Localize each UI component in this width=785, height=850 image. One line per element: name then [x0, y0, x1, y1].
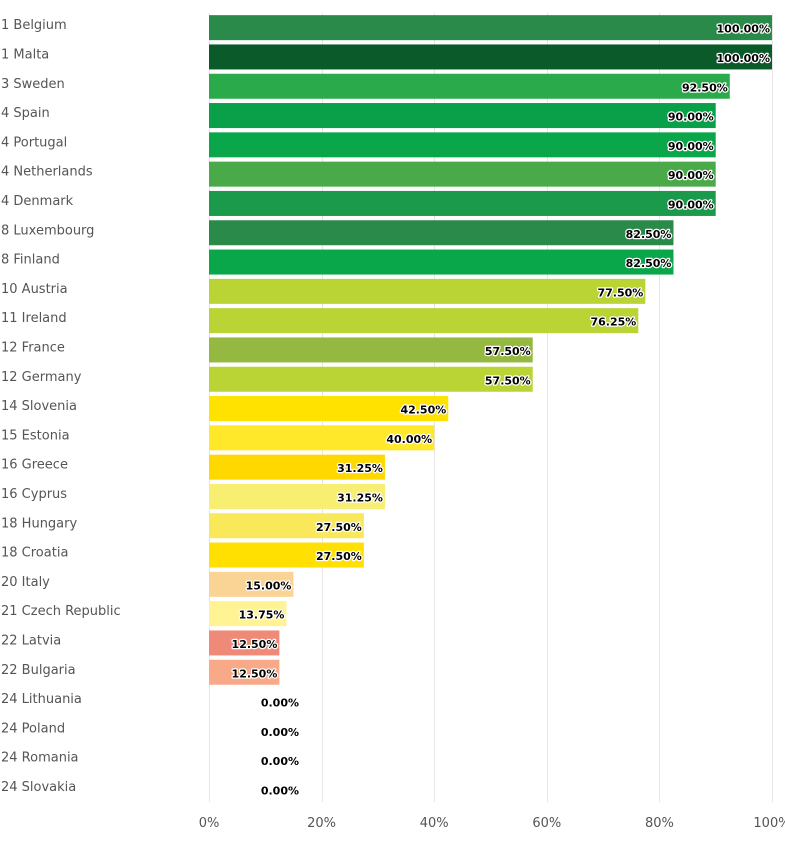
bar — [209, 366, 533, 392]
bar — [209, 425, 435, 451]
category-label: 12 France — [1, 340, 65, 355]
category-label: 4 Netherlands — [1, 165, 93, 180]
bar — [209, 308, 639, 334]
x-tick-label: 0% — [199, 816, 220, 831]
data-label: 13.75% — [239, 609, 285, 622]
x-tick-label: 100% — [753, 816, 785, 831]
data-label: 31.25% — [337, 491, 383, 504]
category-label: 12 Germany — [1, 370, 82, 385]
bar — [209, 132, 716, 158]
category-label: 20 Italy — [1, 575, 50, 590]
category-label: 8 Finland — [1, 253, 60, 268]
category-label: 18 Croatia — [1, 546, 68, 561]
category-label: 1 Belgium — [1, 18, 67, 33]
category-label: 4 Denmark — [1, 194, 74, 209]
category-labels: 1 Belgium 1 Malta 3 Sweden 4 Spain 4 Portuga… — [1, 18, 121, 795]
category-label: 4 Portugal — [1, 135, 67, 150]
data-label: 27.50% — [316, 550, 362, 563]
data-label: 27.50% — [316, 521, 362, 534]
category-label: 4 Spain — [1, 106, 50, 121]
bar — [209, 161, 716, 187]
category-label: 11 Ireland — [1, 311, 67, 326]
bar — [209, 542, 364, 568]
category-label: 21 Czech Republic — [1, 604, 121, 619]
data-label: 31.25% — [337, 462, 383, 475]
category-label: 24 Lithuania — [1, 692, 82, 707]
category-label: 24 Slovakia — [1, 780, 76, 795]
data-label: 12.50% — [232, 667, 278, 680]
bar — [209, 220, 674, 246]
bar — [209, 630, 280, 656]
data-label: 92.50% — [682, 81, 728, 94]
bar — [209, 513, 364, 539]
x-axis: 0% 20% 40% 60% 80% 100% — [199, 816, 785, 831]
data-label: 90.00% — [668, 198, 714, 211]
bar — [209, 190, 716, 216]
category-label: 14 Slovenia — [1, 399, 77, 414]
x-tick-label: 60% — [532, 816, 561, 831]
data-label: 42.50% — [400, 404, 446, 417]
bar — [209, 103, 716, 129]
bar — [209, 278, 646, 304]
bar — [209, 15, 772, 41]
data-label: 12.50% — [232, 638, 278, 651]
data-label: 76.25% — [590, 316, 636, 329]
bar — [209, 454, 385, 480]
bar — [209, 73, 730, 99]
data-label: 57.50% — [485, 374, 531, 387]
data-label: 77.50% — [597, 286, 643, 299]
bars — [209, 15, 772, 685]
data-label: 90.00% — [668, 111, 714, 124]
category-label: 16 Greece — [1, 458, 68, 473]
category-label: 3 Sweden — [1, 77, 65, 92]
category-label: 22 Latvia — [1, 633, 61, 648]
x-tick-label: 40% — [420, 816, 449, 831]
bar — [209, 601, 287, 627]
category-label: 22 Bulgaria — [1, 663, 76, 678]
data-label: 0.00% — [261, 784, 299, 797]
category-label: 24 Romania — [1, 751, 79, 766]
data-label: 90.00% — [668, 169, 714, 182]
bar — [209, 659, 280, 685]
category-label: 18 Hungary — [1, 516, 77, 531]
x-tick-label: 20% — [307, 816, 336, 831]
category-label: 10 Austria — [1, 282, 68, 297]
data-label: 0.00% — [261, 755, 299, 768]
data-label: 82.50% — [626, 257, 672, 270]
category-label: 8 Luxembourg — [1, 223, 94, 238]
data-label: 0.00% — [261, 726, 299, 739]
data-label: 40.00% — [386, 433, 432, 446]
bar — [209, 396, 449, 422]
category-label: 1 Malta — [1, 47, 49, 62]
category-label: 24 Poland — [1, 721, 65, 736]
data-label: 57.50% — [485, 345, 531, 358]
category-label: 16 Cyprus — [1, 487, 67, 502]
x-tick-label: 80% — [645, 816, 674, 831]
category-label: 15 Estonia — [1, 428, 70, 443]
data-label: 100.00% — [717, 52, 770, 65]
bar — [209, 44, 772, 70]
bar — [209, 337, 533, 363]
data-label: 15.00% — [246, 579, 292, 592]
data-labels: 100.00% 100.00% 92.50% 90.00% 90.00% 90.00% 90… — [230, 21, 771, 798]
data-label: 0.00% — [261, 697, 299, 710]
data-label: 100.00% — [717, 23, 770, 36]
bar — [209, 483, 385, 509]
bar — [209, 249, 674, 275]
bar — [209, 571, 294, 597]
data-label: 82.50% — [626, 228, 672, 241]
data-label: 90.00% — [668, 140, 714, 153]
